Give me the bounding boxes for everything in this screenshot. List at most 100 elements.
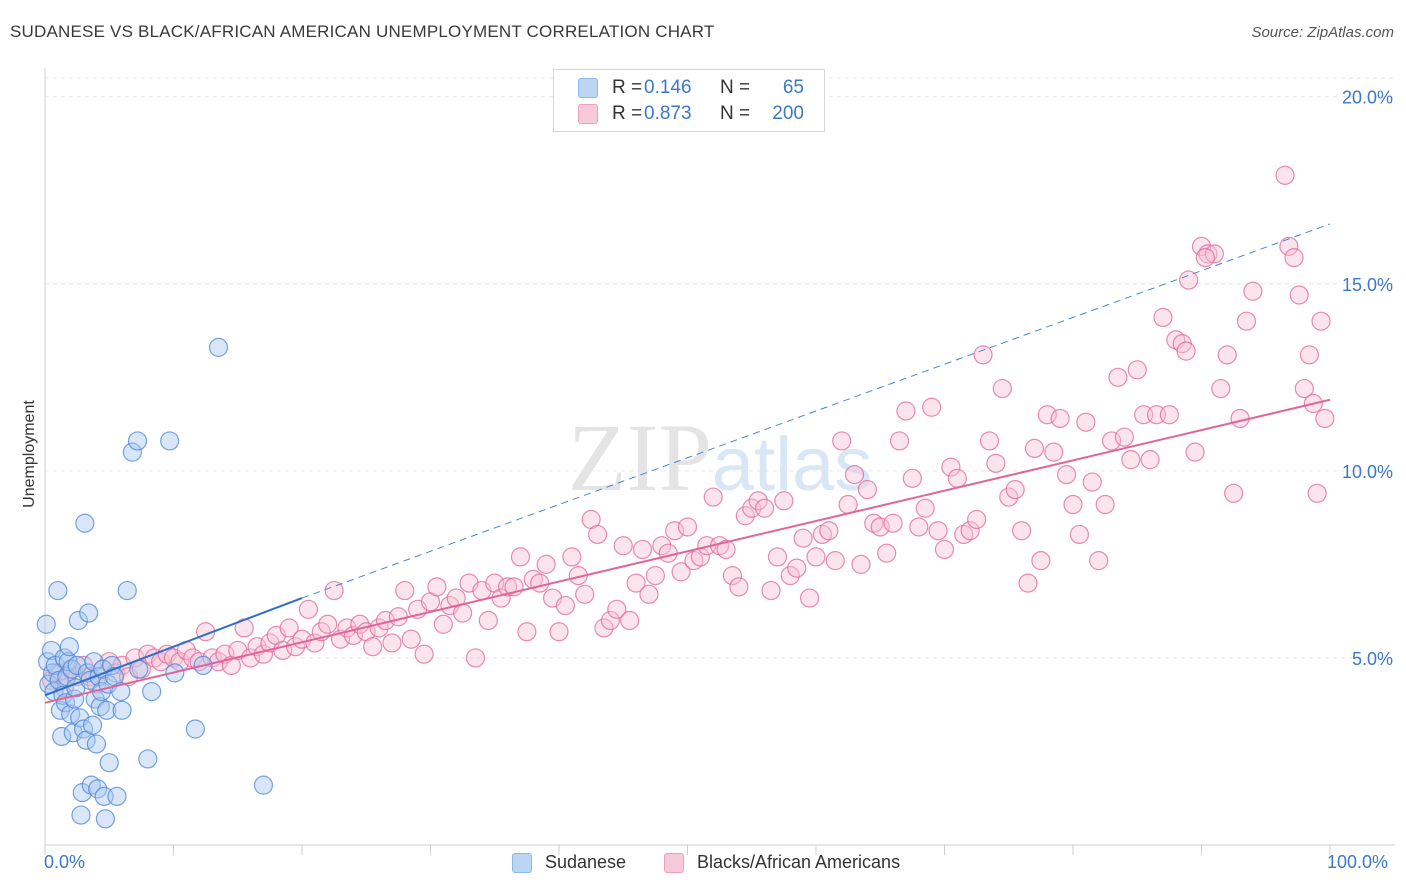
blacks-point [851, 554, 871, 574]
blacks-point [677, 517, 698, 537]
blacks-point [877, 543, 897, 563]
blacks-point [986, 453, 1006, 473]
blacks-point [825, 551, 845, 571]
blacks-point [530, 573, 550, 593]
sudanese-point [71, 805, 91, 825]
stats-row-sudanese: R = 0.146 N = 65 [578, 76, 804, 100]
blacks-point [1095, 494, 1115, 515]
sudanese-point [112, 700, 132, 720]
sudanese-point [79, 603, 99, 623]
blacks-point [1031, 551, 1051, 571]
blacks-point [793, 528, 813, 548]
blacks-point [1275, 165, 1295, 185]
sudanese-point [48, 580, 68, 601]
blacks-point [1050, 408, 1070, 429]
blacks-point [536, 554, 556, 574]
sudanese-point [59, 637, 80, 657]
blacks-point [787, 558, 807, 578]
blacks-point [498, 577, 518, 597]
blacks-point [1195, 247, 1215, 268]
blacks-point [1289, 285, 1309, 305]
blacks-point [857, 479, 878, 500]
x-max-label: 100.0% [1327, 852, 1389, 872]
sudanese-point [253, 775, 274, 795]
sudanese-point [117, 580, 137, 601]
blacks-point [1127, 360, 1147, 380]
legend-label-sudanese: Sudanese [545, 852, 627, 872]
blacks-point [832, 431, 852, 451]
n-value: 65 [782, 77, 804, 98]
blacks-point [973, 345, 993, 365]
blacks-point [806, 547, 826, 567]
sudanese-point [43, 663, 63, 683]
blacks-point [298, 599, 319, 619]
blacks-point [1044, 442, 1064, 462]
sudanese-point [102, 655, 122, 676]
blacks-point [1011, 521, 1032, 541]
blacks-point [613, 536, 633, 556]
blacks-point [594, 618, 614, 638]
blacks-point [1076, 412, 1096, 432]
trend-lines [44, 223, 1331, 704]
blacks-point [632, 539, 653, 560]
sudanese-point [142, 681, 162, 702]
blacks-point [465, 648, 486, 668]
blacks-point [639, 584, 659, 604]
blacks-point [1176, 341, 1196, 361]
blacks-point [575, 584, 595, 604]
blacks-point [1307, 483, 1327, 503]
sudanese-point [185, 719, 205, 739]
blacks-point [889, 431, 910, 451]
blacks-point [722, 566, 743, 586]
blacks-point [774, 491, 794, 511]
blacks-point [318, 614, 338, 634]
sudanese-point [75, 513, 95, 533]
legend-item-sudanese[interactable]: Sudanese [512, 852, 626, 873]
blacks-point [999, 487, 1019, 507]
series-sudanese-points [36, 337, 274, 829]
blacks-point [1243, 281, 1263, 301]
blacks-point [703, 487, 723, 507]
blacks-point [1159, 405, 1179, 425]
sudanese-point [208, 337, 229, 357]
legend-item-blacks[interactable]: Blacks/African Americans [664, 852, 900, 873]
n-label: N = [720, 103, 751, 124]
blacks-point [1224, 483, 1244, 503]
y-tick-labels: 5.0% 10.0% 15.0% 20.0% [1342, 88, 1393, 669]
blacks-point [1089, 551, 1109, 571]
r-value: 0.146 [644, 77, 692, 98]
blacks-point [1284, 247, 1304, 268]
blacks-point [510, 547, 531, 567]
blacks-legend-swatch [664, 852, 684, 873]
sudanese-point [36, 614, 56, 634]
sudanese-point [82, 715, 103, 735]
sudanese-point [88, 779, 108, 799]
blacks-point [427, 577, 447, 597]
blacks-point [799, 588, 820, 608]
sudanese-point [111, 681, 131, 702]
r-value: 0.873 [644, 103, 692, 124]
chart-title: SUDANESE VS BLACK/AFRICAN AMERICAN UNEMP… [10, 22, 715, 41]
blacks-point [549, 622, 569, 642]
axes [44, 68, 1395, 855]
blacks-point [517, 622, 537, 642]
blacks-point [652, 536, 672, 556]
blacks-point [883, 513, 903, 533]
grid-lines [45, 77, 1395, 659]
blacks-point [671, 562, 691, 582]
blacks-point [1101, 431, 1122, 451]
sudanese-point [127, 431, 148, 451]
sudanese-point [86, 734, 107, 754]
blacks-point [1069, 524, 1090, 545]
blacks-point [1018, 573, 1038, 593]
blacks-point [1211, 378, 1231, 399]
sudanese-swatch [578, 78, 598, 98]
blacks-point [1140, 450, 1160, 470]
blacks-point [947, 468, 967, 488]
blacks-point [658, 543, 678, 563]
blacks-point [992, 378, 1012, 399]
blacks-point [562, 547, 582, 567]
sudanese-point [52, 726, 72, 747]
blacks-point [1056, 464, 1077, 485]
